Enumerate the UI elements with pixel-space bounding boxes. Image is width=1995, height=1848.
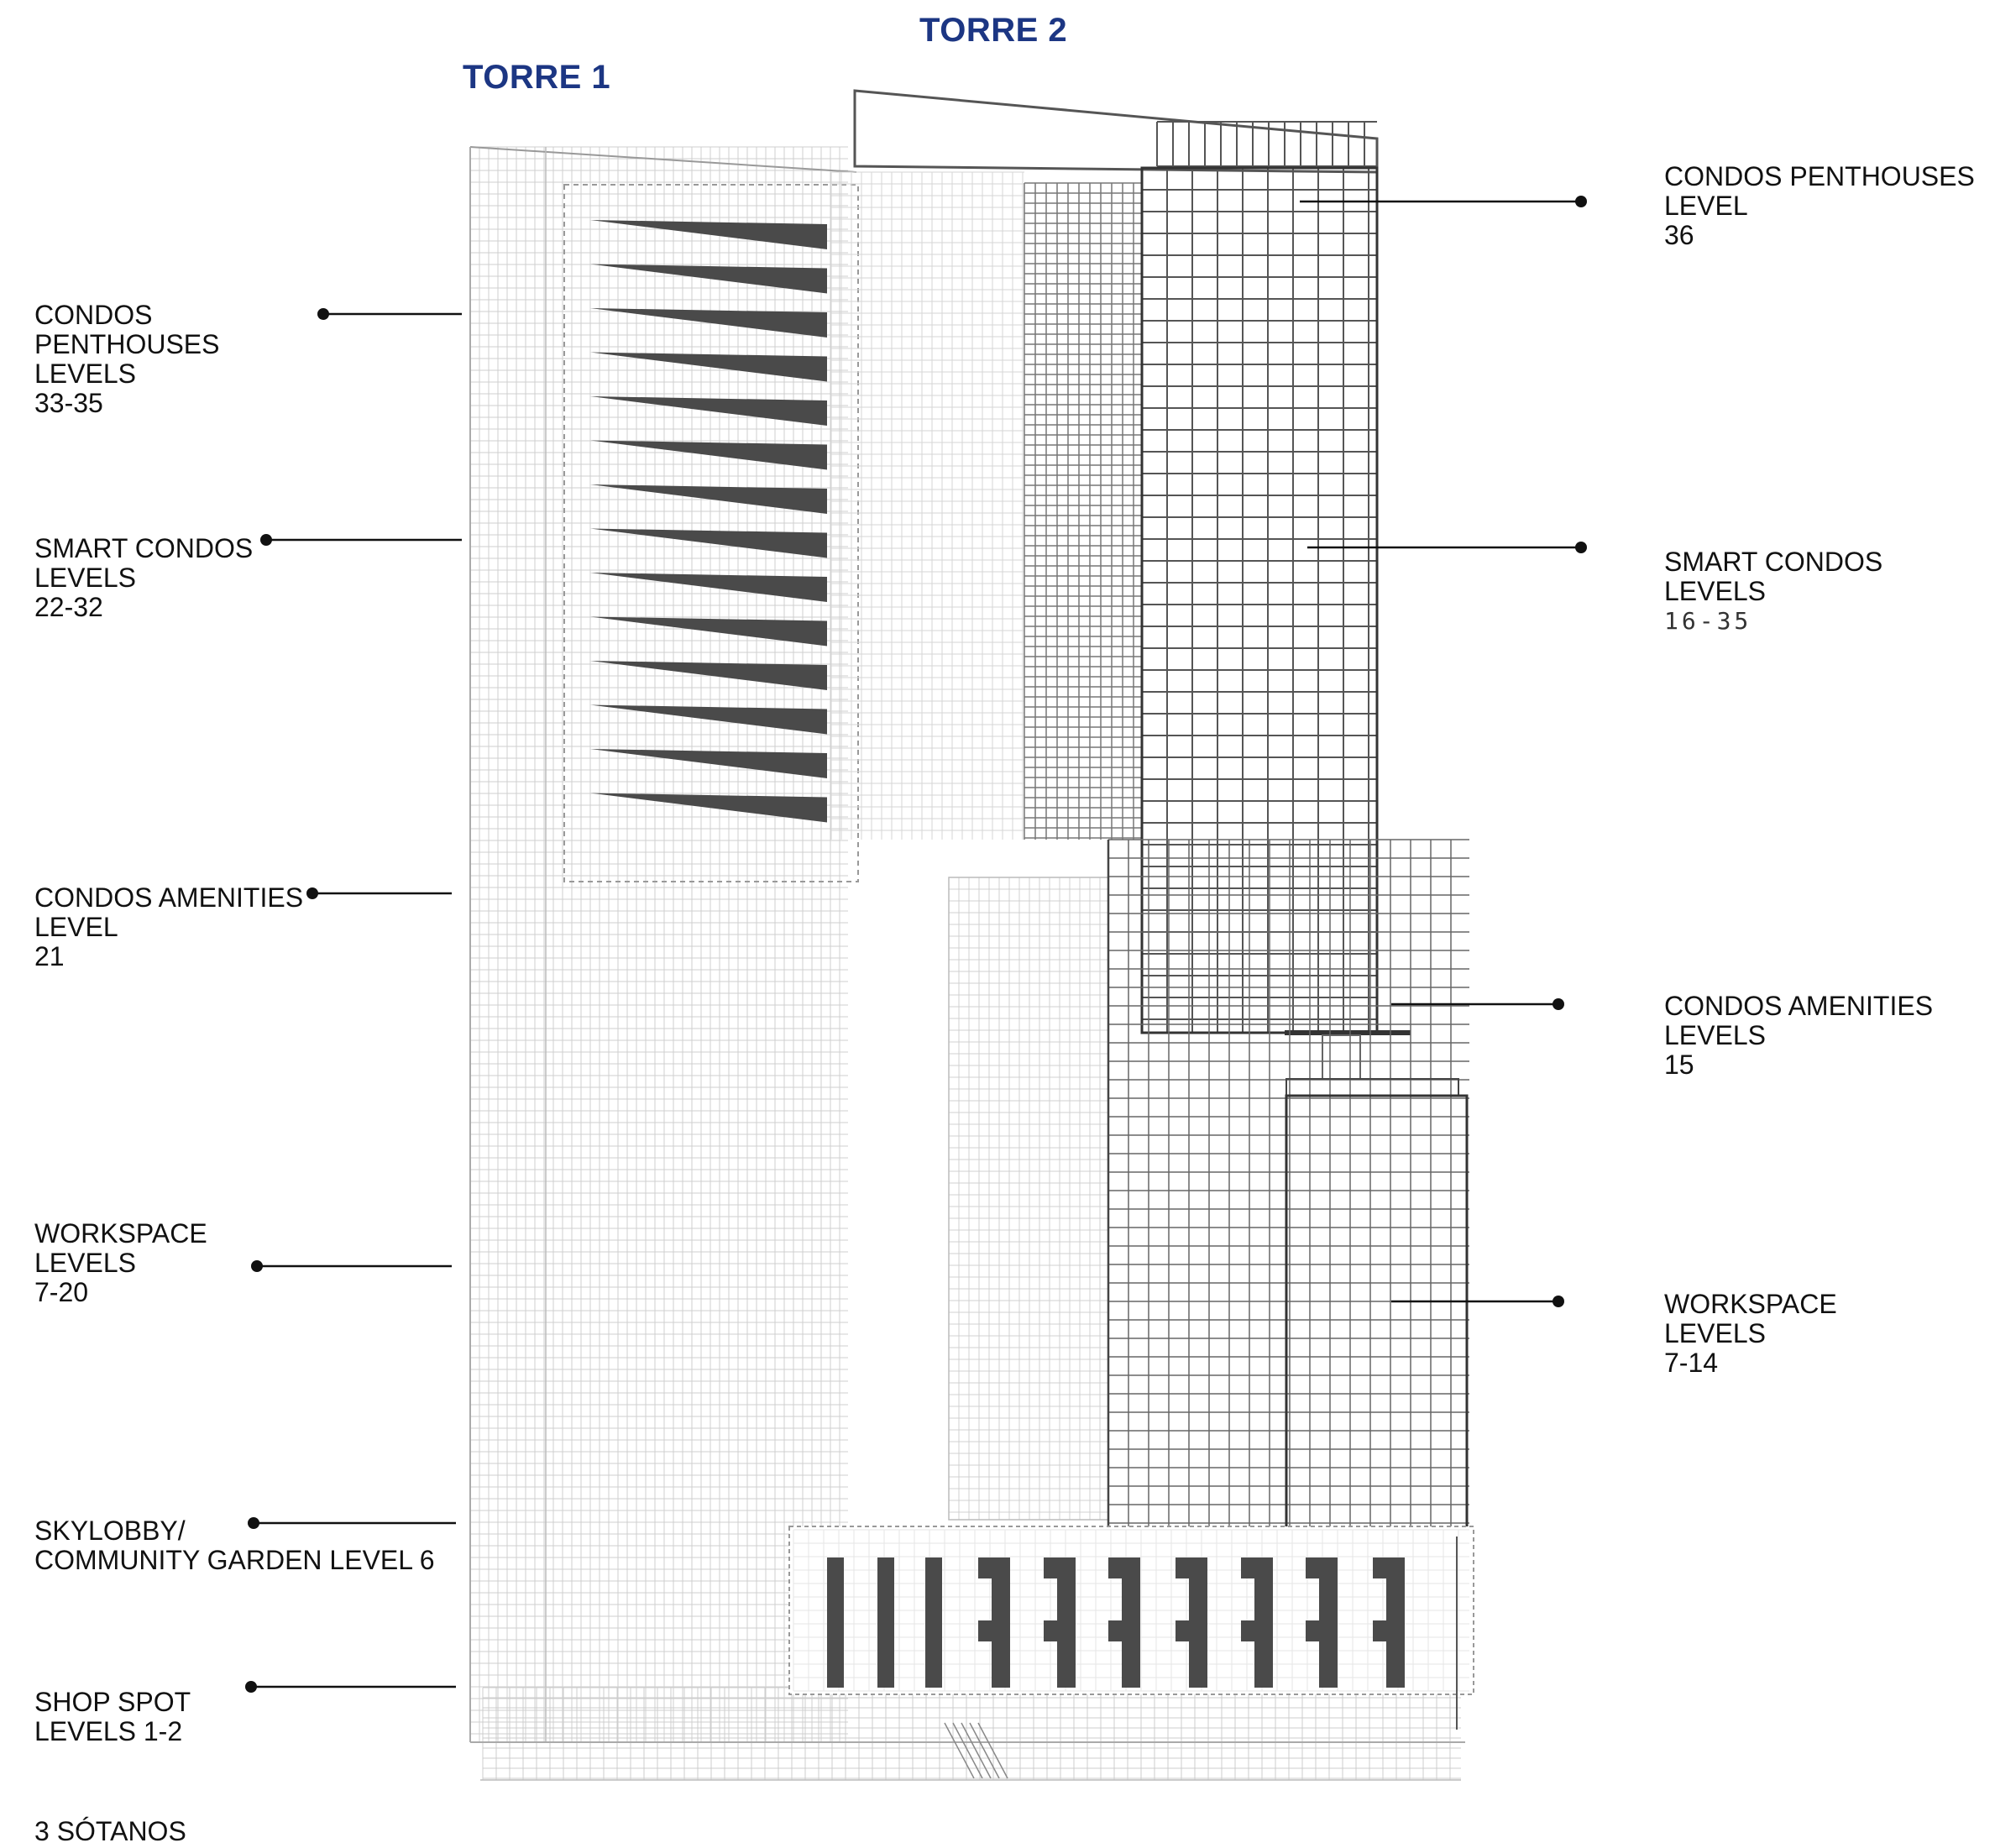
skylobby-column (877, 1557, 894, 1688)
label-line: 36 (1664, 220, 1694, 250)
tower-1-sunshade-fin (590, 484, 827, 514)
tower-1-elevation (469, 146, 1465, 1781)
tower-2-amenity-core (1322, 1034, 1361, 1080)
label-t1-condos-amenities: CONDOS AMENITIES LEVEL 21 (34, 883, 303, 971)
label-line: 22-32 (34, 592, 103, 622)
label-line: CONDOS PENTHOUSES (1664, 161, 1975, 191)
skylobby-planter (1108, 1557, 1140, 1688)
tower-2-workspace-cap (1285, 1078, 1459, 1097)
label-line: LEVELS (34, 359, 136, 389)
label-line: 33-35 (34, 388, 103, 418)
tower-1-sunshade-fin (590, 661, 827, 690)
leader-dot (1575, 542, 1587, 553)
label-line: 7-20 (34, 1277, 89, 1307)
skylobby-column (925, 1557, 942, 1688)
ramp-line (977, 1722, 1008, 1779)
tower-1-sunshade-fin (590, 616, 827, 647)
tower-1-sunshade-fin (590, 220, 827, 249)
tower-2-crown (853, 89, 1379, 174)
label-t2-condos-penthouses: CONDOS PENTHOUSES LEVEL 36 (1664, 162, 1975, 250)
leader-dot (1575, 196, 1587, 207)
label-line: 21 (34, 941, 65, 971)
label-line: LEVELS (34, 563, 136, 593)
tower-1-sunshade-fin (590, 749, 827, 778)
skylobby-planter (1306, 1557, 1338, 1688)
tower-1-sunshade-fin (590, 352, 827, 382)
label-line: LEVELS (1664, 1318, 1766, 1348)
label-line: LEVELS 1-2 (34, 1716, 183, 1746)
skylobby-planter (1176, 1557, 1207, 1688)
tower-1-podium-outline (948, 877, 1109, 1521)
ramp-line (961, 1722, 992, 1779)
label-line: SMART CONDOS (1664, 547, 1883, 577)
label-line: 3 SÓTANOS (34, 1816, 186, 1846)
leader-dot (1553, 998, 1564, 1010)
label-line: LEVELS (1664, 576, 1766, 606)
label-line: LEVELS (34, 1248, 136, 1278)
tower-1-sunshade-fin (590, 440, 827, 470)
tower-2-elevation (788, 89, 1474, 1730)
leader-dot (306, 887, 318, 899)
skylobby-planter (978, 1557, 1010, 1688)
label-line: WORKSPACE (1664, 1289, 1837, 1319)
tower-2-title: TORRE 2 (919, 12, 1068, 49)
label-line: SHOP SPOT (34, 1687, 191, 1717)
ramp-line (952, 1722, 983, 1779)
tower-2-shaft-outline (1140, 166, 1379, 1034)
leader-dot (251, 1260, 263, 1272)
label-line: LEVELS (1664, 1020, 1766, 1050)
leader-dot (317, 308, 329, 320)
tower-1-title: TORRE 1 (463, 59, 611, 96)
label-line: CONDOS AMENITIES (34, 882, 304, 913)
label-t1-shop-spot: SHOP SPOT LEVELS 1-2 (34, 1688, 191, 1746)
tower-1-roofline (469, 146, 857, 173)
label-t1-condos-penthouses: CONDOS PENTHOUSES LEVELS 33-35 (34, 301, 219, 418)
tower-1-sunshade-fin (590, 528, 827, 558)
label-t2-condos-amenities: CONDOS AMENITIES LEVELS 15 (1664, 992, 1933, 1080)
label-basements: 3 SÓTANOS (34, 1817, 186, 1846)
label-t2-workspace: WORKSPACE LEVELS 7-14 (1664, 1290, 1837, 1378)
leader-dot (1553, 1296, 1564, 1307)
label-line: LEVEL (34, 912, 118, 942)
skylobby-planter (1373, 1557, 1405, 1688)
label-line: SMART CONDOS (34, 533, 254, 563)
label-t1-smart-condos: SMART CONDOS LEVELS 22-32 (34, 534, 253, 622)
tower-1-sunshade-fin (590, 396, 827, 426)
label-line: 7-14 (1664, 1348, 1719, 1378)
label-line: 15 (1664, 1050, 1694, 1080)
skylobby-planter (1044, 1557, 1076, 1688)
label-line: WORKSPACE (34, 1218, 207, 1249)
label-line: SKYLOBBY/ (34, 1516, 186, 1546)
label-t1-skylobby: SKYLOBBY/ COMMUNITY GARDEN LEVEL 6 (34, 1516, 435, 1575)
leader-dot (260, 534, 272, 546)
ramp-line (969, 1722, 1000, 1779)
tower-1-sunshade-fin (590, 573, 827, 602)
skylobby-planter (1241, 1557, 1273, 1688)
label-t2-smart-condos: SMART CONDOS LEVELS 16-35 (1664, 547, 1882, 636)
label-line: COMMUNITY GARDEN LEVEL 6 (34, 1545, 435, 1575)
label-line: PENTHOUSES (34, 329, 220, 359)
label-line: CONDOS AMENITIES (1664, 991, 1934, 1021)
tower-2-workspace-outline (1285, 1094, 1469, 1530)
label-line: 16-35 (1664, 607, 1752, 635)
leader-dot (245, 1681, 257, 1693)
leader-lines (245, 196, 1587, 1693)
tower-1-crown-frame (563, 184, 859, 882)
ramp-line (944, 1722, 975, 1779)
tower-1-sunshade-fin (590, 264, 827, 294)
label-t1-workspace: WORKSPACE LEVELS 7-20 (34, 1219, 207, 1307)
tower-1-sunshade-fin (590, 704, 827, 735)
tower-1-sunshade-fin (590, 308, 827, 338)
label-line: CONDOS (34, 300, 153, 330)
skylobby-column (827, 1557, 844, 1688)
tower-1-sunshade-fin (590, 793, 827, 823)
leader-dot (248, 1517, 259, 1529)
label-line: LEVEL (1664, 191, 1748, 221)
